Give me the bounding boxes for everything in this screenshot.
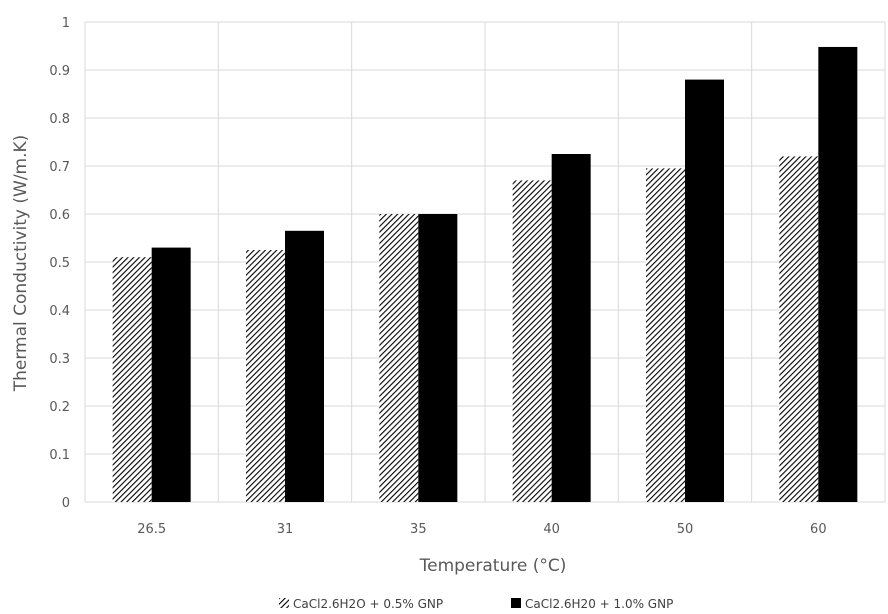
bar-series-1	[112, 257, 152, 502]
y-tick-label: 0.5	[49, 256, 70, 271]
y-axis-title: Thermal Conductivity (W/m.K)	[11, 135, 31, 393]
legend-label: CaCl2.6H2O + 0.5% GNP	[293, 597, 443, 611]
chart-gridlines	[84, 21, 886, 503]
x-tick-label: 26.5	[137, 522, 166, 537]
y-tick-label: 0.7	[49, 160, 70, 175]
y-tick-label: 0.2	[49, 400, 70, 415]
bar-series-1	[646, 168, 685, 502]
bar-series-2	[551, 154, 591, 502]
y-tick-label: 0.8	[49, 112, 70, 127]
bar-series-1	[246, 250, 285, 502]
x-tick-label: 31	[277, 522, 294, 537]
y-tick-label: 0.3	[49, 352, 70, 367]
y-tick-label: 0.9	[49, 64, 70, 79]
x-axis-ticks: 26.5 31 35 40 50 60	[137, 522, 826, 537]
y-tick-label: 1	[62, 16, 70, 31]
y-tick-label: 0.6	[49, 208, 70, 223]
y-tick-label: 0.1	[49, 448, 70, 463]
x-tick-label: 60	[810, 522, 827, 537]
bar-series-2	[285, 230, 324, 503]
x-tick-label: 50	[677, 522, 694, 537]
y-tick-label: 0.4	[49, 304, 70, 319]
bar-series-2	[818, 46, 858, 503]
bar-series-1	[512, 180, 552, 502]
x-axis-title: Temperature (°C)	[419, 556, 567, 576]
chart-bars	[112, 46, 858, 503]
x-tick-label: 35	[410, 522, 427, 537]
bar-series-2	[418, 214, 458, 502]
x-tick-label: 40	[543, 522, 560, 537]
bar-series-1	[779, 156, 819, 502]
bar-series-1	[379, 214, 419, 502]
legend-label: CaCl2.6H20 + 1.0% GNP	[525, 597, 673, 611]
legend-swatch	[279, 598, 289, 608]
chart-legend: CaCl2.6H2O + 0.5% GNP CaCl2.6H20 + 1.0% G…	[279, 597, 673, 611]
legend-swatch	[511, 598, 521, 608]
y-tick-label: 0	[62, 496, 70, 511]
y-axis-ticks: 0 0.1 0.2 0.3 0.4 0.5 0.6 0.7 0.8 0.9 1	[49, 16, 70, 511]
bar-series-2	[151, 247, 191, 502]
bar-series-2	[685, 79, 724, 502]
